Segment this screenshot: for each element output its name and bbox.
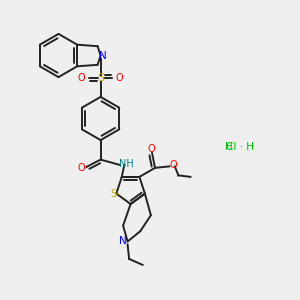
Text: S: S	[110, 189, 117, 199]
Text: O: O	[78, 163, 85, 173]
Text: N: N	[99, 50, 107, 61]
Text: Cl · H: Cl · H	[226, 142, 254, 152]
Text: N: N	[119, 236, 127, 247]
Text: O: O	[78, 73, 85, 83]
Text: O: O	[169, 160, 177, 170]
Text: NH: NH	[119, 159, 134, 169]
Text: H: H	[225, 142, 232, 152]
Text: O: O	[116, 73, 124, 83]
Text: O: O	[147, 144, 155, 154]
Text: S: S	[97, 73, 104, 83]
